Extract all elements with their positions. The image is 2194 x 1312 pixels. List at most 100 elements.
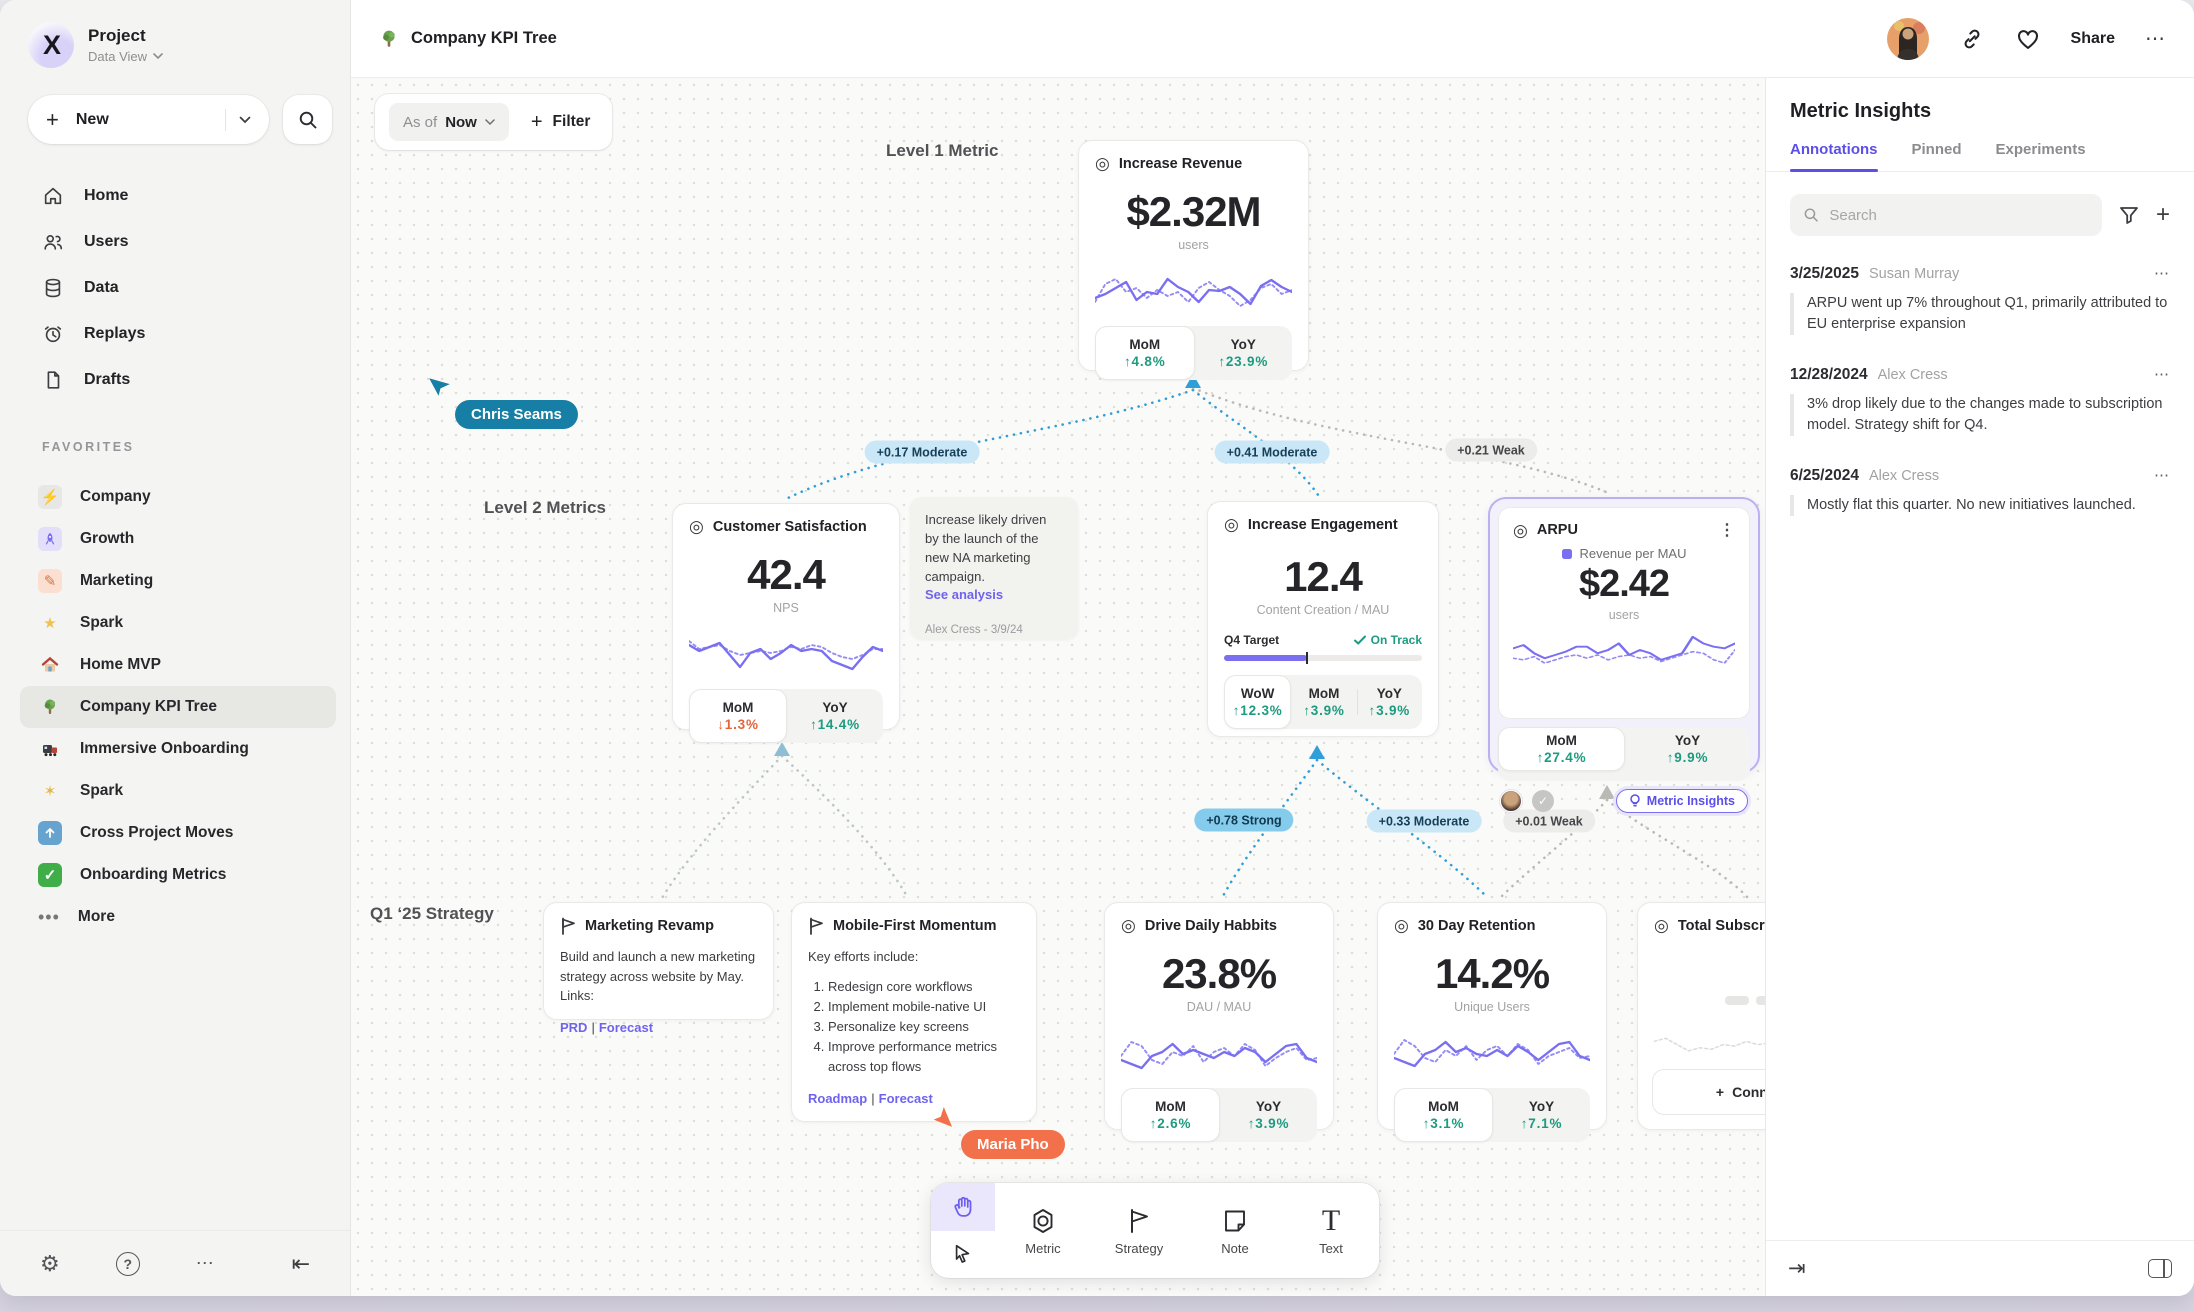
- delta-yoy[interactable]: YoY ↑23.9%: [1218, 337, 1269, 369]
- favorite-spark[interactable]: ★ Spark: [20, 602, 336, 644]
- metric-card-increase-engagement[interactable]: ◎ Increase Engagement 12.4 Content Creat…: [1207, 501, 1439, 737]
- delta-mom[interactable]: MoM ↑4.8%: [1095, 326, 1195, 380]
- delta-mom[interactable]: MoM ↑27.4%: [1498, 727, 1625, 771]
- hand-tool-button[interactable]: [931, 1183, 995, 1231]
- annotation-item[interactable]: 12/28/2024 Alex Cress ⋯ 3% drop likely d…: [1790, 365, 2170, 437]
- filter-funnel-icon[interactable]: [2118, 204, 2140, 226]
- ellipsis-icon[interactable]: ⋯: [195, 1253, 214, 1273]
- annotation-menu-icon[interactable]: ⋯: [2154, 467, 2170, 485]
- connect-data-button[interactable]: + Connect: [1652, 1069, 1765, 1115]
- chevron-down-icon[interactable]: [239, 116, 251, 124]
- search-input[interactable]: [1829, 206, 2089, 224]
- metric-card-arpu-selected[interactable]: ◎ ARPU ⋮ Revenue per MAU $2.42 users MoM…: [1488, 497, 1760, 781]
- delta-mom[interactable]: MoM ↓1.3%: [689, 689, 787, 743]
- annotation-item[interactable]: 3/25/2025 Susan Murray ⋯ ARPU went up 7%…: [1790, 264, 2170, 336]
- metric-card-customer-satisfaction[interactable]: ◎ Customer Satisfaction 42.4 NPS MoM ↓1.3…: [672, 503, 900, 743]
- roadmap-link[interactable]: Roadmap: [808, 1091, 868, 1107]
- strategy-tool-button[interactable]: Strategy: [1091, 1183, 1187, 1278]
- as-of-selector[interactable]: As of Now: [389, 103, 509, 141]
- sidebar-item-users[interactable]: Users: [28, 219, 332, 265]
- favorite-immersive-onboarding[interactable]: Immersive Onboarding: [20, 728, 336, 770]
- collaborator-avatar[interactable]: [1500, 790, 1522, 812]
- kebab-menu-icon[interactable]: ⋮: [1719, 522, 1735, 539]
- settings-gear-icon[interactable]: ⚙: [40, 1250, 60, 1276]
- add-annotation-icon[interactable]: +: [2155, 201, 2170, 228]
- tab-experiments[interactable]: Experiments: [1995, 141, 2086, 158]
- favorite-company[interactable]: ⚡ Company: [20, 476, 336, 518]
- edge-weight-pill: +0.78 Strong: [1194, 808, 1294, 832]
- project-switcher[interactable]: X Project Data View: [28, 22, 163, 68]
- delta-yoy[interactable]: YoY ↑3.9%: [1247, 1099, 1290, 1131]
- sidebar-item-replays[interactable]: Replays: [28, 311, 332, 357]
- search-button[interactable]: [283, 95, 332, 144]
- favorite-company-kpi-tree[interactable]: Company KPI Tree: [20, 686, 336, 728]
- metric-unit: NPS: [773, 601, 799, 615]
- prd-link[interactable]: PRD: [560, 1019, 588, 1035]
- delta-yoy[interactable]: YoY ↑7.1%: [1520, 1099, 1563, 1131]
- sidebar-item-data[interactable]: Data: [28, 265, 332, 311]
- favorite-cross-project-moves[interactable]: Cross Project Moves: [20, 812, 336, 854]
- metric-card-total-subscriptions[interactable]: ◎ Total Subscriptions + Connect: [1637, 902, 1765, 1130]
- users-icon: [44, 235, 63, 250]
- metric-unit: users: [1608, 608, 1640, 622]
- annotation-author: Alex Cress: [1868, 468, 1940, 485]
- layout-split-icon[interactable]: [2148, 1259, 2172, 1278]
- delta-mom[interactable]: MoM ↑3.9%: [1303, 686, 1345, 718]
- heart-icon[interactable]: [2015, 26, 2041, 52]
- favorite-spark-2[interactable]: ✶ Spark: [20, 770, 336, 812]
- kpi-tree-canvas[interactable]: As of Now + Filter Level 1 Metric Level …: [351, 78, 1765, 1296]
- sidebar-item-drafts[interactable]: Drafts: [28, 357, 332, 403]
- annotations-search[interactable]: [1790, 194, 2102, 236]
- annotation-menu-icon[interactable]: ⋯: [2154, 265, 2170, 282]
- sidebar-item-home[interactable]: Home: [28, 173, 332, 219]
- see-analysis-link[interactable]: See analysis: [925, 587, 1004, 603]
- metric-title: Drive Daily Habbits: [1144, 917, 1278, 934]
- tab-pinned[interactable]: Pinned: [1911, 141, 1962, 158]
- sparkles-icon: ✶: [43, 783, 57, 800]
- tool-label: Text: [1319, 1240, 1343, 1256]
- project-view-selector[interactable]: Data View: [88, 49, 163, 64]
- favorite-growth[interactable]: Growth: [20, 518, 336, 560]
- metric-icon: ◎: [1654, 916, 1669, 935]
- annotation-text: 3% drop likely due to the changes made t…: [1790, 394, 2170, 437]
- delta-yoy[interactable]: YoY ↑3.9%: [1356, 675, 1422, 729]
- delta-wow[interactable]: WoW ↑12.3%: [1224, 675, 1292, 729]
- forecast-link[interactable]: Forecast: [598, 1019, 654, 1035]
- favorite-marketing[interactable]: ✎ Marketing: [20, 560, 336, 602]
- user-avatar[interactable]: [1886, 17, 1929, 60]
- forecast-link[interactable]: Forecast: [878, 1091, 933, 1107]
- select-tool-button[interactable]: [931, 1231, 995, 1279]
- metric-card-increase-revenue[interactable]: ◎ Increase Revenue $2.32M users MoM ↑4.8%…: [1078, 140, 1309, 380]
- metric-card-30-day-retention[interactable]: ◎ 30 Day Retention 14.2% Unique Users Mo…: [1377, 902, 1607, 1142]
- strategy-card-mobile-first-momentum[interactable]: Mobile-First Momentum Key efforts includ…: [791, 902, 1037, 1122]
- cursor-name-tag: Chris Seams: [455, 400, 578, 429]
- add-filter-button[interactable]: + Filter: [523, 111, 599, 134]
- favorite-label: Growth: [80, 530, 135, 547]
- link-icon[interactable]: [1959, 26, 1985, 52]
- collapse-sidebar-icon[interactable]: ⇤: [291, 1250, 310, 1276]
- text-tool-button[interactable]: T Text: [1283, 1183, 1379, 1278]
- more-menu-icon[interactable]: ⋯: [2145, 28, 2166, 50]
- delta-yoy[interactable]: YoY ↑9.9%: [1666, 733, 1709, 765]
- share-button[interactable]: Share: [2070, 29, 2115, 47]
- canvas-note[interactable]: Increase likely driven by the launch of …: [910, 497, 1078, 639]
- strategy-card-marketing-revamp[interactable]: Marketing Revamp Build and launch a new …: [543, 902, 774, 1035]
- favorite-home-mvp[interactable]: Home MVP: [20, 644, 336, 686]
- annotation-menu-icon[interactable]: ⋯: [2154, 366, 2170, 384]
- delta-mom[interactable]: MoM ↑2.6%: [1121, 1088, 1220, 1142]
- tab-annotations[interactable]: Annotations: [1790, 141, 1878, 172]
- metric-card-drive-daily-habbits[interactable]: ◎ Drive Daily Habbits 23.8% DAU / MAU Mo…: [1104, 902, 1334, 1142]
- metric-insights-badge[interactable]: Metric Insights: [1615, 789, 1748, 813]
- new-button[interactable]: + New: [28, 95, 269, 144]
- edge-arrow: [1309, 745, 1325, 759]
- help-icon[interactable]: ?: [115, 1251, 140, 1276]
- annotation-item[interactable]: 6/25/2024 Alex Cress ⋯ Mostly flat this …: [1790, 466, 2170, 517]
- delta-mom[interactable]: MoM ↑3.1%: [1394, 1088, 1493, 1142]
- favorite-onboarding-metrics[interactable]: ✓ Onboarding Metrics: [20, 854, 336, 896]
- delta-yoy[interactable]: YoY ↑14.4%: [810, 700, 860, 732]
- favorites-more-button[interactable]: ••• More: [20, 896, 336, 938]
- metric-tool-button[interactable]: Metric: [995, 1183, 1091, 1278]
- collapse-panel-icon[interactable]: ⇥: [1788, 1257, 1806, 1280]
- note-tool-button[interactable]: Note: [1187, 1183, 1283, 1278]
- level-1-label: Level 1 Metric: [886, 141, 999, 160]
